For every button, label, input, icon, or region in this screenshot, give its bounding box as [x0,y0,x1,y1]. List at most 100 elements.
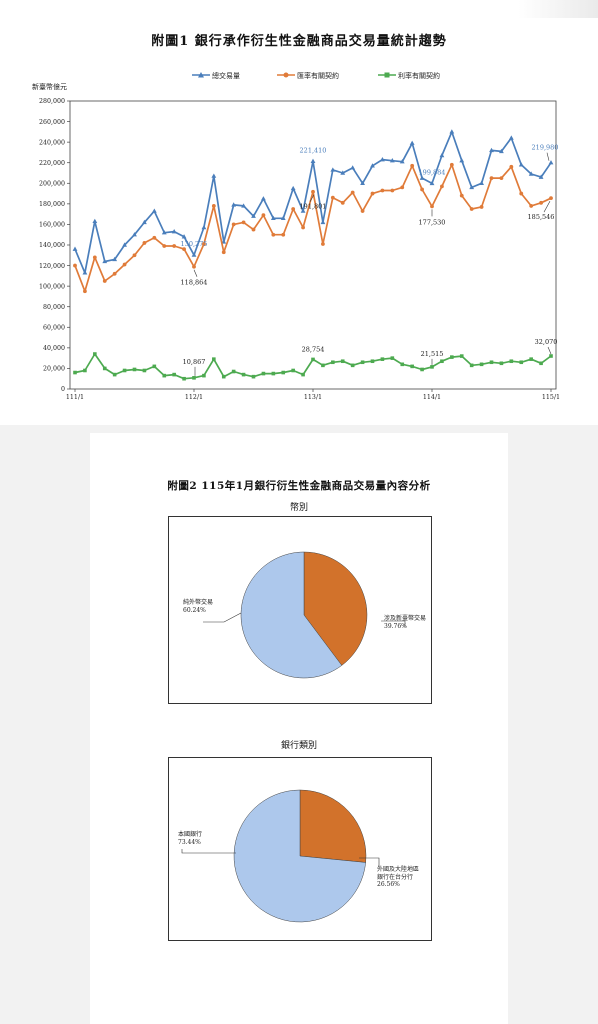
x-tick-label: 115/1 [542,394,560,401]
series-point-2 [271,371,276,376]
series-point-1 [440,184,444,189]
data-label: 32,070 [535,338,558,346]
series-point-1 [202,242,206,246]
series-point-1 [132,253,137,258]
series-point-1 [370,191,375,196]
series-point-2 [489,360,494,365]
annotation-leader [543,201,551,213]
series-point-1 [162,244,167,248]
series-point-1 [469,207,474,211]
figure1-card [0,0,598,425]
pie2-label-foreign-banks: 外國及大陸地區 銀行在台分行 26.56% [377,866,419,889]
x-tick-label: 113/1 [304,394,322,401]
series-point-1 [271,232,276,237]
series-point-1 [73,263,77,268]
series-point-0 [330,167,336,172]
series-point-1 [311,189,315,194]
series-point-2 [172,372,176,377]
line-chart-legend: 總交易量 匯率有關契約 利率有關契約 [0,70,598,82]
series-point-2 [132,367,137,372]
series-point-0 [191,252,197,257]
pie-leader [181,849,236,854]
y-tick-label: 100,000 [39,283,65,290]
legend-label-total: 總交易量 [212,72,240,80]
series-point-0 [290,185,296,191]
annotation-leader [309,194,315,202]
data-label: 21,515 [421,350,444,358]
figure1-title: 附圖1 銀行承作衍生性金融商品交易量統計趨勢 [151,34,447,49]
series-point-0 [399,159,405,164]
series-point-1 [241,220,246,225]
series-point-2 [221,374,226,379]
y-tick-label: 60,000 [43,324,65,331]
series-point-0 [320,219,326,225]
series-point-2 [202,373,206,378]
y-tick-label: 120,000 [39,263,65,270]
y-tick-label: 80,000 [43,304,65,311]
data-label: 10,867 [183,358,206,366]
series-point-1 [479,205,484,209]
series-point-0 [72,246,78,251]
series-point-2 [142,368,147,373]
series-point-0 [429,180,435,186]
series-point-0 [469,184,475,190]
series-point-2 [83,368,87,373]
series-point-0 [261,196,266,201]
pie-leader [381,620,406,627]
series-point-1 [340,200,345,205]
y-tick-label: 240,000 [39,139,65,146]
series-point-1 [420,187,424,192]
series-point-0 [161,230,167,235]
series-point-1 [221,250,226,255]
data-label: 219,980 [532,144,559,152]
series-point-2 [430,365,434,369]
series-point-0 [489,147,494,153]
series-point-2 [350,363,355,368]
series-point-0 [82,270,88,275]
series-point-0 [181,234,187,239]
series-point-0 [241,203,246,208]
y-tick-label: 20,000 [43,366,65,373]
series-point-2 [291,368,295,373]
y-tick-label: 140,000 [39,242,65,249]
series-point-2 [459,354,464,358]
series-point-0 [449,129,455,134]
y-tick-label: 160,000 [39,222,65,229]
data-label: 221,410 [300,146,327,154]
series-point-0 [112,256,118,262]
series-point-0 [459,158,465,163]
series-point-1 [321,242,325,246]
y-tick-label: 40,000 [43,345,65,352]
pie-leader [359,857,380,866]
series-point-2 [241,372,246,377]
x-tick-label: 112/1 [185,394,203,401]
pie2-label-foreign-banks-line2: 銀行在台分行 [377,873,414,881]
series-point-1 [529,204,534,208]
series-point-1 [519,191,524,196]
series-point-1 [459,193,464,198]
series-point-2 [529,357,533,361]
series-point-0 [479,180,484,185]
pie-slice-0 [303,551,368,666]
pie-slice-1 [233,789,366,923]
pie2-label-domestic: 本國銀行 73.44% [178,831,202,846]
series-point-1 [172,244,177,248]
pie1-label-twd-value: 39.76% [384,622,407,630]
pie2-label-domestic-name: 本國銀行 [178,831,203,838]
data-label: 191,801 [300,203,327,211]
series-point-2 [370,359,375,364]
series-point-1 [330,195,335,200]
series-point-2 [331,360,335,365]
series-point-0 [231,202,237,207]
series-point-1 [281,232,286,237]
pie1-frame: 純外幣交易 60.24% 涉及新臺幣交易 39.76% [168,516,432,704]
pie-leader [203,612,242,623]
series-point-2 [400,362,405,367]
series-point-0 [251,213,256,218]
y-axis-unit-label: 新臺幣億元 [32,83,67,91]
data-label: 28,754 [302,345,325,353]
pie-slice-0 [299,789,367,863]
series-point-0 [151,208,157,213]
series-point-2 [539,361,543,366]
series-point-1 [350,190,355,195]
